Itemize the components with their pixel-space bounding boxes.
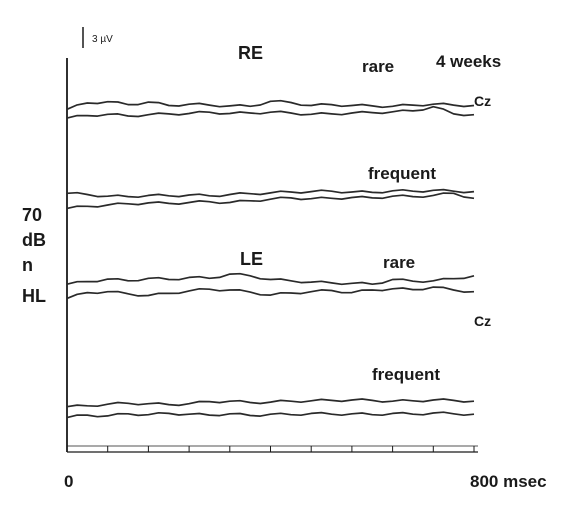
x-axis-ticks [66,446,475,452]
x-axis-start-label: 0 [64,472,73,491]
time-label: 4 weeks [436,52,501,71]
trace-re-frequent-2 [66,192,475,210]
electrode-label-le: Cz [474,313,491,329]
trace-le-frequent-2 [66,411,475,419]
condition-label-re-frequent: frequent [368,164,436,183]
condition-label-le-rare: rare [383,253,415,272]
scale-bar-label: 3 µV [92,34,113,45]
panel-label-re: RE [238,43,263,63]
stimulus-level-line-2: dB [22,230,46,250]
trace-le-frequent-1 [66,398,475,408]
stimulus-level-line-3: n [22,255,33,275]
trace-re-rare-2 [66,105,475,119]
condition-label-le-frequent: frequent [372,365,440,384]
condition-label-re-rare: rare [362,57,394,76]
panel-label-le: LE [240,249,263,269]
waveform-traces [66,99,475,419]
trace-re-frequent-1 [66,188,475,199]
trace-le-rare-1 [66,272,475,286]
x-axis-end-label: 800 msec [470,472,547,491]
stimulus-level-line-1: 70 [22,205,42,225]
electrode-label-re: Cz [474,93,491,109]
trace-re-rare-1 [66,99,475,111]
stimulus-level-line-4: HL [22,286,46,306]
trace-le-rare-2 [66,286,475,300]
